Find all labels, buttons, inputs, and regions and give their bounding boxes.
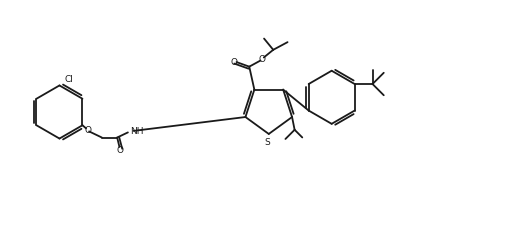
- Text: O: O: [230, 58, 238, 67]
- Text: O: O: [259, 55, 266, 64]
- Text: O: O: [84, 126, 91, 135]
- Text: NH: NH: [130, 127, 143, 136]
- Text: O: O: [117, 145, 124, 154]
- Text: S: S: [265, 137, 271, 146]
- Text: Cl: Cl: [64, 74, 73, 83]
